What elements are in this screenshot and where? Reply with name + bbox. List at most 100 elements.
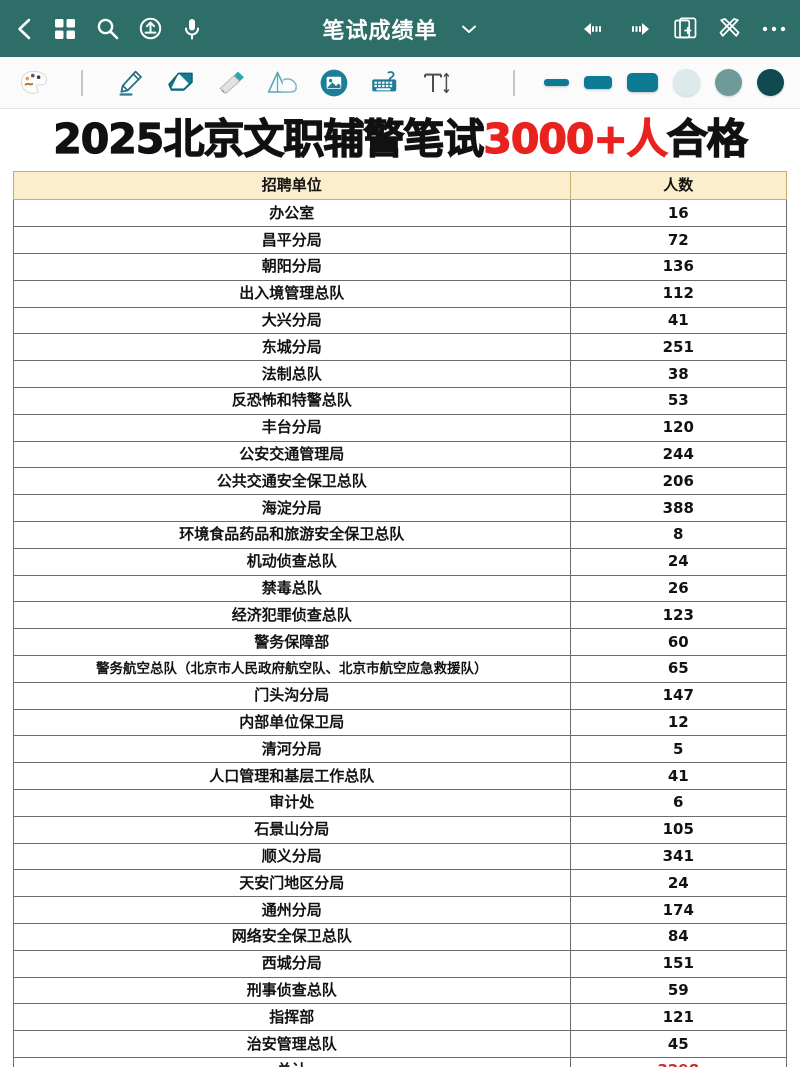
table-row: 门头沟分局 147	[13, 681, 788, 710]
cell-count: 388	[569, 494, 788, 523]
cell-unit: 东城分局	[13, 333, 571, 362]
cell-unit: 顺义分局	[13, 842, 571, 871]
image-icon[interactable]	[316, 66, 352, 100]
headline-part2: 合格	[666, 115, 748, 163]
cell-unit: 通州分局	[13, 896, 571, 924]
cell-count: 5	[569, 735, 788, 764]
table-row: 机动侦查总队 24	[13, 547, 788, 576]
search-icon[interactable]	[96, 17, 119, 40]
cell-total-label: 总计	[13, 1056, 571, 1067]
cell-count: 60	[569, 628, 788, 656]
tools-icon[interactable]	[718, 17, 741, 40]
grid-icon[interactable]	[54, 18, 76, 40]
cell-unit: 公安交通管理局	[13, 440, 571, 469]
cell-count: 136	[569, 253, 788, 281]
more-icon[interactable]	[762, 25, 786, 33]
table-row: 西城分局 151	[13, 949, 788, 978]
cell-total-count: 3298	[569, 1056, 788, 1067]
table-row: 丰台分局 120	[13, 413, 788, 442]
table-row: 警务航空总队（北京市人民政府航空队、北京市航空应急救援队） 65	[13, 655, 788, 683]
toolbar-divider-2	[513, 69, 515, 96]
table-row: 环境食品药品和旅游安全保卫总队 8	[13, 521, 788, 549]
color-swatch-teal-gray[interactable]	[715, 69, 742, 96]
cell-unit: 大兴分局	[13, 306, 571, 335]
cell-unit: 门头沟分局	[13, 681, 571, 710]
table-row: 清河分局 5	[13, 735, 788, 764]
stroke-width-thin[interactable]	[544, 79, 569, 86]
cell-count: 84	[569, 922, 788, 951]
undo-icon[interactable]	[580, 20, 606, 38]
cell-count: 105	[569, 815, 788, 844]
back-icon[interactable]	[14, 17, 34, 41]
redo-icon[interactable]	[627, 20, 653, 38]
table-row: 审计处 6	[13, 788, 788, 817]
table-row: 治安管理总队 45	[13, 1030, 788, 1058]
cell-count: 38	[569, 360, 788, 389]
chevron-down-icon[interactable]	[460, 22, 478, 36]
table-row: 公共交通安全保卫总队 206	[13, 467, 788, 496]
stroke-width-medium[interactable]	[584, 76, 612, 89]
table-row: 顺义分局 341	[13, 842, 788, 871]
column-header-unit: 招聘单位	[13, 171, 571, 201]
table-row: 经济犯罪侦查总队 123	[13, 601, 788, 630]
table-row: 天安门地区分局 24	[13, 869, 788, 898]
cell-unit: 网络安全保卫总队	[13, 922, 571, 951]
cell-unit: 石景山分局	[13, 815, 571, 844]
marker-pen-icon[interactable]	[214, 66, 250, 100]
cell-count: 26	[569, 574, 788, 603]
cell-count: 123	[569, 601, 788, 630]
table-head: 招聘单位 人数	[13, 171, 788, 201]
highlighter-pen-icon[interactable]	[112, 66, 148, 100]
add-page-icon[interactable]	[674, 17, 697, 40]
cell-count: 8	[569, 521, 788, 549]
table-row: 朝阳分局 136	[13, 253, 788, 281]
cell-count: 41	[569, 762, 788, 790]
cell-count: 16	[569, 199, 788, 228]
table-row: 法制总队 38	[13, 360, 788, 389]
cell-unit: 指挥部	[13, 1003, 571, 1032]
cell-unit: 天安门地区分局	[13, 869, 571, 898]
cell-unit: 禁毒总队	[13, 574, 571, 603]
color-swatch-dark-teal[interactable]	[757, 69, 784, 96]
cell-count: 6	[569, 788, 788, 817]
table-row: 海淀分局 388	[13, 494, 788, 523]
stroke-width-thick[interactable]	[627, 73, 658, 92]
table-row: 禁毒总队 26	[13, 574, 788, 603]
table-row: 大兴分局 41	[13, 306, 788, 335]
headline-part1: 2025北京文职辅警笔试	[53, 115, 485, 163]
app-bar-title-group: 笔试成绩单	[0, 0, 800, 57]
cell-unit: 清河分局	[13, 735, 571, 764]
results-table: 招聘单位 人数 办公室 16 昌平分局 72 朝阳分局 136 出入境管理总队 112 大兴分局…	[13, 171, 788, 1067]
color-swatch-pale[interactable]	[673, 69, 700, 96]
table-row: 刑事侦查总队 59	[13, 976, 788, 1005]
text-tool-icon[interactable]	[418, 66, 454, 100]
table-row: 昌平分局 72	[13, 226, 788, 255]
cell-unit: 治安管理总队	[13, 1030, 571, 1058]
eraser-icon[interactable]	[163, 66, 199, 100]
cell-unit: 警务保障部	[13, 628, 571, 656]
cell-count: 45	[569, 1030, 788, 1058]
keyboard-icon[interactable]	[367, 66, 403, 100]
table-row: 反恐怖和特警总队 53	[13, 387, 788, 415]
shape-ruler-icon[interactable]	[265, 66, 301, 100]
cell-count: 341	[569, 842, 788, 871]
table-row: 公安交通管理局 244	[13, 440, 788, 469]
cell-count: 72	[569, 226, 788, 255]
table-row: 石景山分局 105	[13, 815, 788, 844]
table-body: 办公室 16 昌平分局 72 朝阳分局 136 出入境管理总队 112 大兴分局 41 东城分局 25…	[13, 199, 788, 1067]
cell-unit: 内部单位保卫局	[13, 708, 571, 737]
microphone-icon[interactable]	[182, 17, 202, 41]
headline: 2025北京文职辅警笔试3000+人合格	[0, 109, 800, 167]
table-total-row: 总计3298	[13, 1056, 788, 1067]
share-icon[interactable]	[139, 17, 162, 40]
palette-icon[interactable]	[16, 66, 52, 100]
table-row: 出入境管理总队 112	[13, 279, 788, 308]
cell-count: 151	[569, 949, 788, 978]
cell-unit: 西城分局	[13, 949, 571, 978]
cell-count: 65	[569, 655, 788, 683]
toolbar-divider	[81, 69, 83, 96]
page-title[interactable]: 笔试成绩单	[322, 17, 438, 43]
cell-unit: 朝阳分局	[13, 253, 571, 281]
toolbar-swatch-group	[499, 69, 784, 96]
drawing-toolbar	[0, 57, 800, 109]
